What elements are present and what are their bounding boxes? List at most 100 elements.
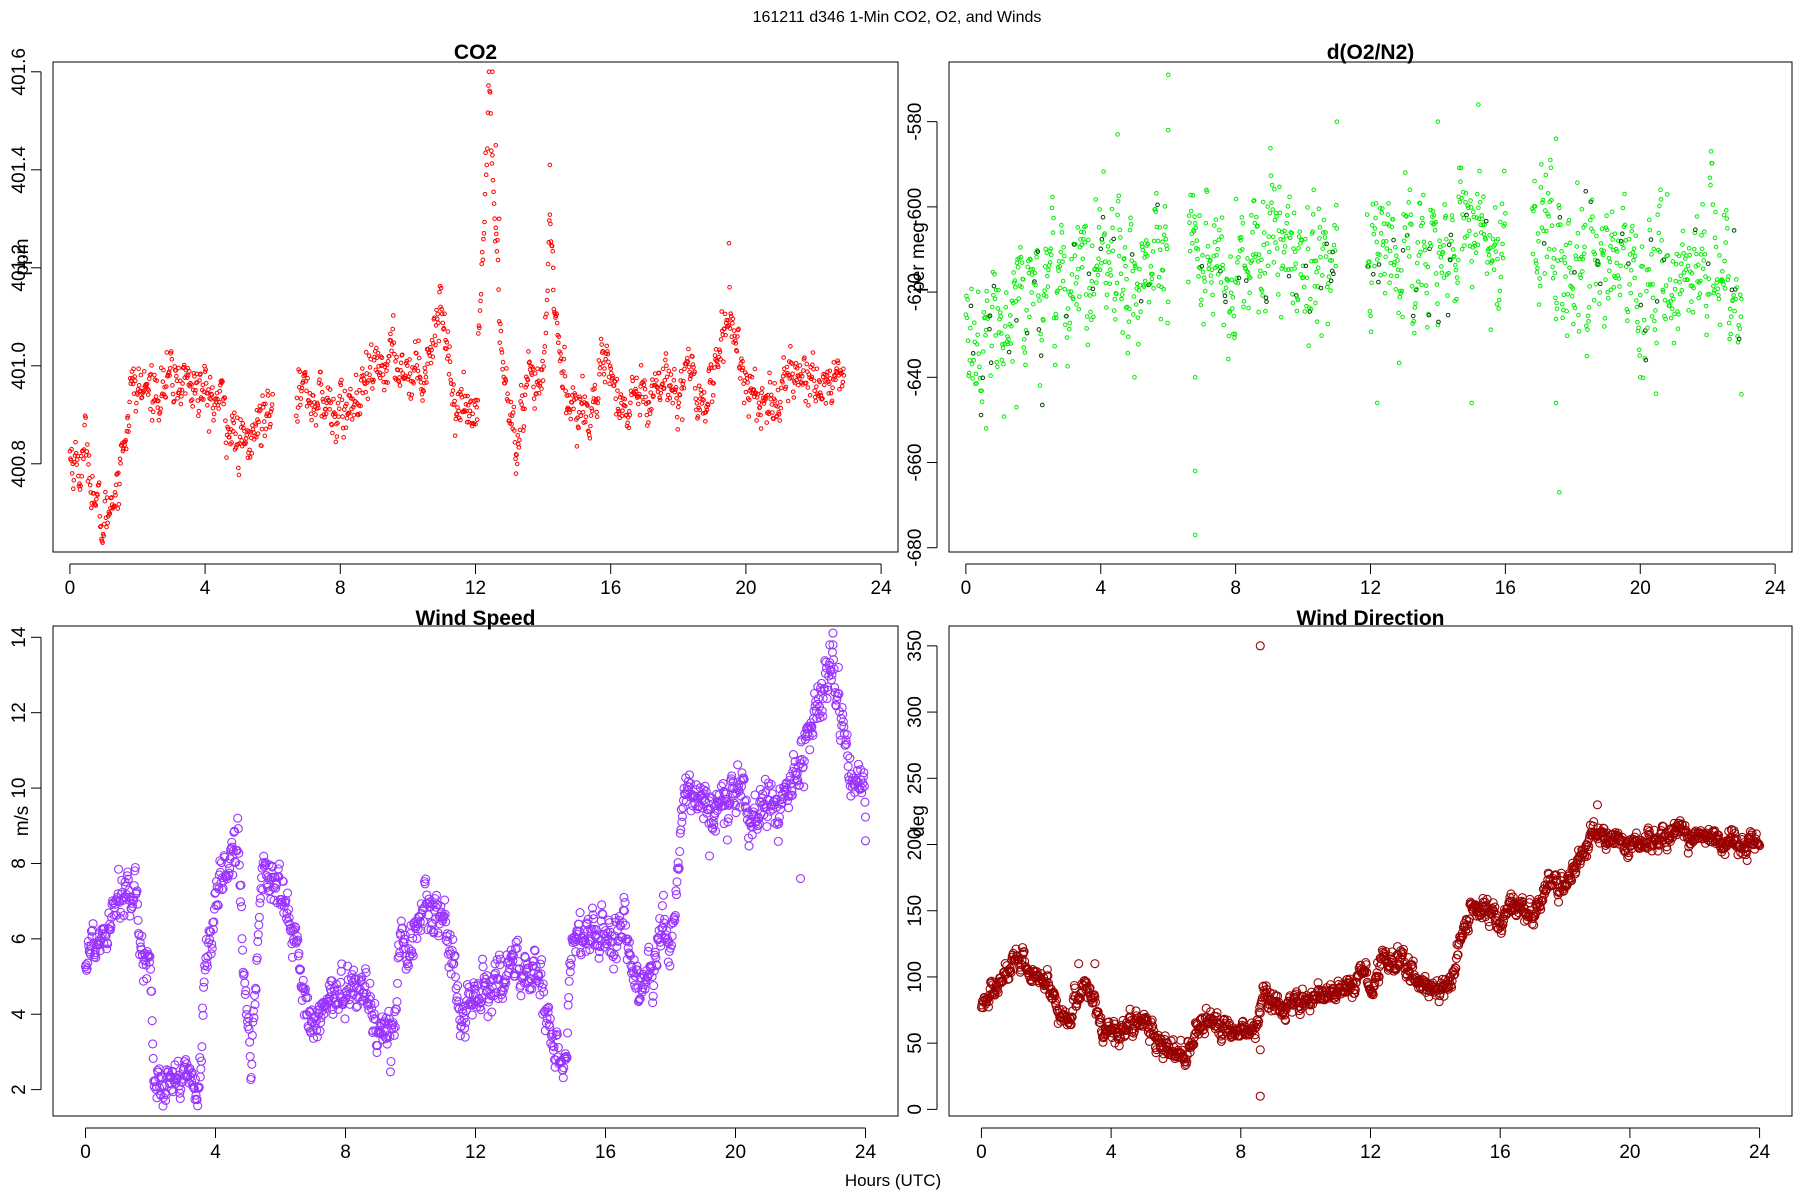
o2-point (1704, 314, 1710, 319)
co2-point (627, 412, 633, 418)
wind-speed-point (598, 910, 608, 920)
wind-speed-point (388, 1018, 398, 1028)
o2-point (1584, 353, 1590, 359)
co2-point (118, 461, 123, 466)
o2-point (1634, 304, 1640, 310)
o2-point (1219, 234, 1224, 239)
o2-point (1002, 324, 1008, 329)
o2-point (1545, 190, 1551, 196)
o2-point (1059, 222, 1064, 228)
wind-speed-point (784, 803, 794, 813)
co2-point (736, 326, 741, 332)
o2-point (1535, 231, 1541, 236)
o2-point (1379, 210, 1385, 215)
wind-direction-point (1374, 977, 1384, 987)
co2-point (573, 396, 579, 401)
o2-point (1308, 306, 1314, 312)
co2-point (481, 236, 486, 242)
o2-point (1586, 318, 1591, 324)
o2-point (1227, 308, 1233, 314)
o2-point (1734, 277, 1739, 282)
o2-point (1030, 266, 1036, 272)
co2-point (480, 257, 486, 263)
co2-point (351, 412, 357, 418)
co2-point (580, 373, 585, 379)
o2-point (1450, 217, 1455, 223)
o2-point (979, 388, 984, 394)
o2-point (971, 320, 977, 325)
o2-point (1007, 313, 1013, 318)
wind-direction-x-tick-label: 20 (1619, 1142, 1640, 1163)
o2-point (1277, 184, 1282, 190)
co2-point (679, 417, 685, 422)
co2-point (69, 446, 74, 452)
o2-point (1607, 259, 1613, 265)
o2-point (1192, 468, 1198, 474)
o2-point (1605, 289, 1610, 295)
co2-point (341, 435, 346, 440)
o2-point (1068, 289, 1074, 294)
o2-point (1160, 268, 1166, 273)
o2-point (1585, 313, 1591, 319)
o2-point (1412, 305, 1418, 310)
wind-speed-point (737, 768, 747, 778)
co2-point (170, 383, 175, 388)
o2-point (1480, 222, 1486, 228)
co2-point (727, 326, 733, 331)
o2-point (1449, 238, 1454, 244)
wind-speed-point (843, 761, 853, 772)
o2-point (1064, 313, 1069, 319)
o2-point (1483, 218, 1489, 224)
o2-point (1407, 187, 1413, 193)
o2-point (1441, 243, 1446, 248)
o2-point (1373, 201, 1379, 206)
wind-speed-point (742, 808, 752, 818)
co2-point (604, 343, 610, 349)
o2-point (1295, 297, 1301, 303)
co2-point (209, 392, 215, 398)
o2-point (996, 287, 1001, 293)
o2-point (1664, 192, 1670, 197)
wind-speed-point (130, 862, 140, 873)
co2-point (637, 391, 642, 397)
co2-point (268, 421, 273, 427)
co2-point (457, 417, 463, 423)
o2-point (1219, 215, 1225, 220)
wind-speed-point (447, 945, 457, 955)
co2-point (105, 520, 110, 526)
wind-speed-point (278, 876, 288, 887)
wind-speed-point (390, 1022, 400, 1032)
co2-point (793, 360, 799, 366)
o2-point (1461, 215, 1467, 221)
co2-point (553, 313, 559, 319)
o2-point (970, 376, 975, 381)
wind-speed-point (671, 886, 681, 896)
co2-point (370, 379, 376, 385)
o2-point (1646, 217, 1652, 223)
o2-point (1550, 264, 1555, 270)
o2-point (1388, 273, 1394, 278)
o2-point (1164, 246, 1170, 252)
o2-point (1466, 217, 1472, 223)
co2-point (647, 411, 653, 416)
co2-point (597, 371, 602, 377)
o2-point (1445, 312, 1451, 318)
o2-y-tick-label: -640 (905, 358, 926, 396)
o2-point (1238, 237, 1243, 243)
o2-point (1306, 343, 1311, 349)
co2-point (123, 446, 129, 452)
co2-point (350, 396, 355, 402)
o2-point (1117, 227, 1123, 233)
o2-point (1077, 294, 1082, 299)
co2-point (337, 393, 343, 399)
o2-point (1631, 246, 1637, 251)
co2-point (96, 482, 101, 488)
co2-point (758, 412, 763, 418)
o2-point (1270, 207, 1276, 212)
o2-point (1109, 238, 1114, 244)
o2-point (1083, 223, 1088, 229)
co2-point (494, 231, 499, 237)
o2-point (1123, 263, 1128, 269)
co2-point (365, 396, 371, 402)
o2-point (1551, 247, 1557, 252)
